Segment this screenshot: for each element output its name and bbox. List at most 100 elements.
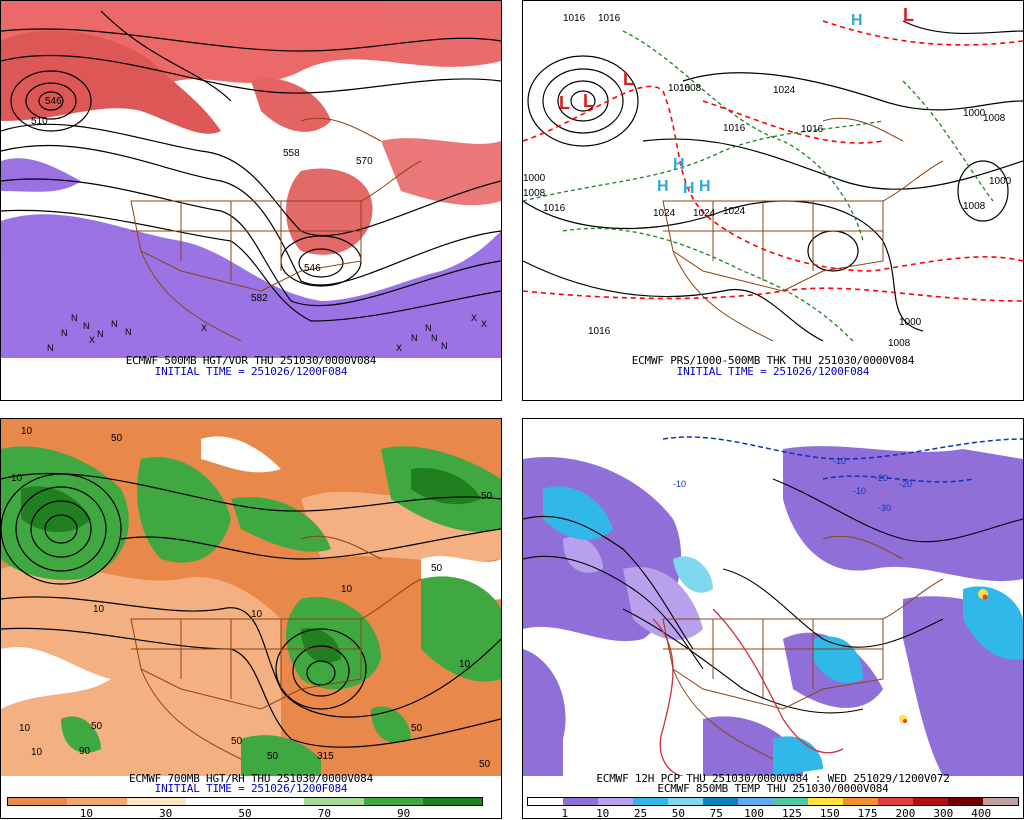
contour-label: 10: [459, 659, 471, 670]
symbol: X: [396, 343, 402, 353]
symbol: N: [111, 319, 118, 329]
colorbar-swatch: [773, 798, 808, 805]
low-marker: L: [903, 5, 914, 25]
colorbar-swatch: [528, 798, 563, 805]
panel-700mb-hgt-rh: 10 50 10 50 10 10 10 10 50 10 50 10 50 9…: [0, 418, 502, 820]
contour-label: 10: [341, 584, 353, 595]
contour-label: 50: [431, 563, 443, 574]
contour-labels: 546 510 570 558 582 546: [31, 96, 373, 304]
colorbar-swatch: [703, 798, 738, 805]
colorbar-tick-label: 400: [971, 807, 992, 820]
symbol: N: [431, 333, 438, 343]
colorbar-swatch: [738, 798, 773, 805]
contour-label: -20: [899, 479, 912, 489]
contour-label: 10: [21, 426, 33, 437]
symbol: N: [83, 321, 90, 331]
rh-colorbar-ticks: 10 30 50 70 90: [7, 807, 483, 820]
symbol: N: [425, 323, 432, 333]
panel-caption: ECMWF 12H PCP THU 251030/0000V084 : WED …: [596, 772, 950, 785]
contour-label: -10: [833, 456, 846, 466]
contour-label: 50: [267, 751, 279, 762]
panel-caption: ECMWF PRS/1000-500MB THK THU 251030/0000…: [631, 354, 915, 367]
colorbar-tick-label: 50: [671, 807, 685, 820]
temp-contour-labels: -10 -10 -10 -20 -30 -20: [673, 456, 912, 513]
contour-label: 1024: [773, 85, 796, 96]
low-marker: L: [623, 69, 634, 89]
low-markers: L L L L: [559, 5, 914, 113]
map-prs-thk: 1016 1016 1016 1024 1008 1000 1008 1016 …: [523, 1, 1023, 358]
colorbar-swatch: [67, 798, 127, 805]
contour-label: -10: [853, 486, 866, 496]
pcp-colorbar: [527, 797, 1019, 806]
contour-label: 10: [19, 723, 31, 734]
colorbar-tick-label: 75: [709, 807, 723, 820]
map-pcp-850temp: -10 -10 -10 -20 -30 -20: [523, 419, 1023, 776]
map-700mb-hgt-rh: 10 50 10 50 10 10 10 10 50 10 50 10 50 9…: [1, 419, 501, 776]
contour-label: 50: [411, 723, 423, 734]
colorbar-tick-label: 300: [933, 807, 954, 820]
contour-label: 1016: [668, 83, 691, 94]
contour-label: 1008: [963, 201, 986, 212]
symbol: X: [89, 335, 95, 345]
contour-label: 50: [91, 721, 103, 732]
contour-label: 1008: [679, 83, 702, 94]
contour-label: 546: [45, 96, 62, 107]
symbol: X: [481, 319, 487, 329]
high-marker: H: [699, 178, 711, 195]
contour-label: 315: [317, 751, 334, 762]
contour-label: -10: [673, 479, 686, 489]
colorbar-swatch: [878, 798, 913, 805]
colorbar-tick-label: 90: [397, 807, 411, 820]
contour-label: 1000: [989, 176, 1012, 187]
high-marker: H: [683, 180, 695, 197]
contour-label: 50: [111, 433, 123, 444]
colorbar-tick-label: 100: [744, 807, 764, 820]
colorbar-swatch: [304, 798, 364, 805]
vorticity-symbols: N N N N N N N N X X X X X N N N: [47, 313, 487, 353]
contour-label: 1024: [723, 206, 746, 217]
colorbar-swatch: [983, 798, 1018, 805]
colorbar-swatch: [126, 798, 186, 805]
pcp-colorbar-ticks: 1 10 25 50 75 100 125 150 175 200 300 400: [527, 807, 1019, 820]
contour-label: 1024: [693, 208, 716, 219]
contour-label: 582: [251, 293, 268, 304]
contour-label: 558: [283, 148, 300, 159]
colorbar-swatch: [245, 798, 305, 805]
contour-label: 1000: [523, 173, 546, 184]
contour-label: 1008: [983, 113, 1006, 124]
high-marker: H: [851, 12, 863, 29]
colorbar-swatch: [185, 798, 245, 805]
contour-label: 1016: [723, 123, 746, 134]
contour-label: 1000: [899, 317, 922, 328]
high-marker: H: [657, 178, 669, 195]
colorbar-tick-label: 30: [159, 807, 173, 820]
colorbar-swatch: [843, 798, 878, 805]
contour-label: 1016: [598, 13, 621, 24]
rh-colorbar: [7, 797, 483, 806]
symbol: N: [47, 343, 54, 353]
symbol: X: [471, 313, 477, 323]
panel-pcp-850temp: -10 -10 -10 -20 -30 -20 ECMWF 12H PCP TH…: [522, 418, 1024, 820]
colorbar-tick-label: 10: [79, 807, 93, 820]
colorbar-tick-label: 50: [238, 807, 252, 820]
high-marker: H: [673, 156, 685, 173]
panel-caption-2: ECMWF 850MB TEMP THU 251030/0000V084: [657, 782, 889, 795]
contour-label: 1016: [543, 203, 566, 214]
colorbar-swatch: [633, 798, 668, 805]
contour-label: 1000: [963, 108, 986, 119]
initial-time: INITIAL TIME = 251026/1200F084: [676, 365, 870, 378]
contour-label: 1016: [563, 13, 586, 24]
map-500mb-hgt-vor: 546 510 570 558 582 546 N N N N N N N N …: [1, 1, 501, 358]
colorbar-tick-label: 200: [895, 807, 916, 820]
colorbar-tick-label: 175: [857, 807, 878, 820]
colorbar-tick-label: 125: [781, 807, 802, 820]
symbol: N: [441, 341, 448, 351]
contour-label: 10: [31, 747, 43, 758]
panel-prs-thk: 1016 1016 1016 1024 1008 1000 1008 1016 …: [522, 0, 1024, 401]
contour-label: 50: [479, 759, 491, 770]
contour-label: 1008: [523, 188, 546, 199]
colorbar-swatch: [8, 798, 68, 805]
contour-label: 570: [356, 156, 373, 167]
contour-label: -20: [875, 473, 888, 483]
colorbar-tick-label: 25: [633, 807, 648, 820]
